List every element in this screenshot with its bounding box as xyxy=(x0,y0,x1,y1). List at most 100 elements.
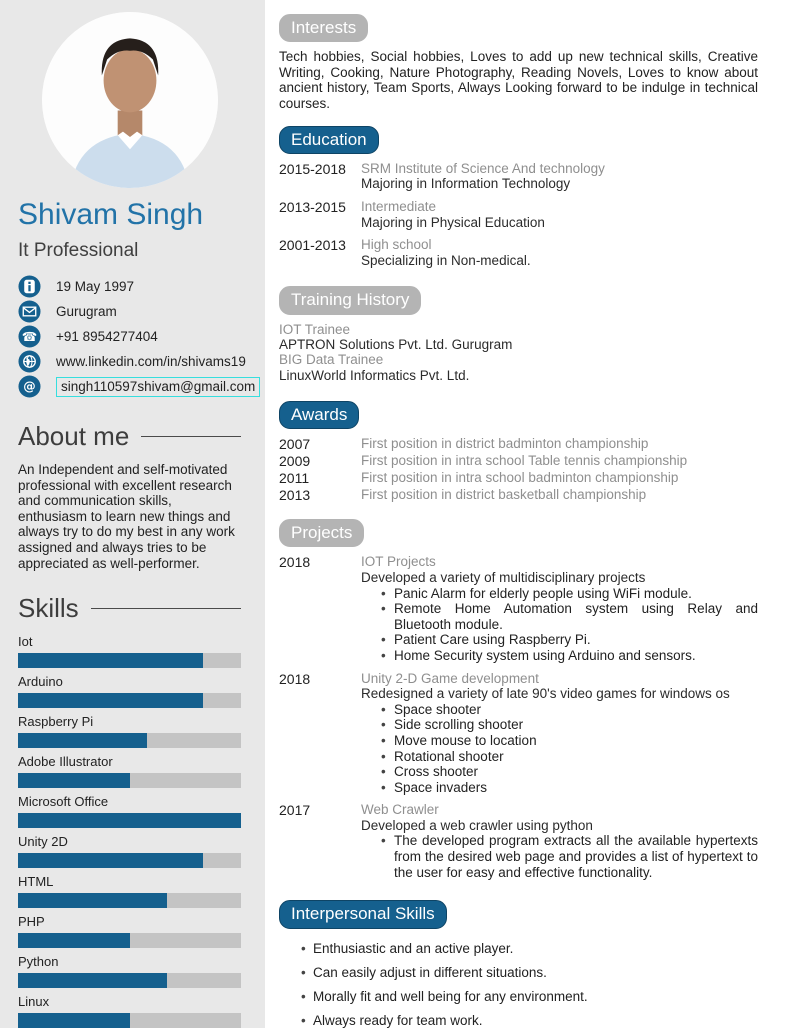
skill-item: Linux xyxy=(18,994,241,1028)
section-heading-pill: Education xyxy=(279,125,379,154)
skill-label: Adobe Illustrator xyxy=(18,754,113,770)
project-bullet: Panic Alarm for elderly people using WiF… xyxy=(381,586,758,602)
section: Education 2015-2018 SRM Institute of Scien… xyxy=(279,125,758,269)
project-detail: Web Crawler Developed a web crawler using… xyxy=(361,802,758,880)
project-bullet-list: The developed program extracts all the a… xyxy=(381,833,758,880)
education-title: High school xyxy=(361,237,432,253)
award-text: First position in intra school Table ten… xyxy=(361,453,688,469)
interests-text: Tech hobbies, Social hobbies, Loves to a… xyxy=(279,49,758,112)
contact-value: Gurugram xyxy=(56,304,117,319)
project-year: 2018 xyxy=(279,554,311,571)
skill-bar-fill xyxy=(18,933,130,949)
project-row: 2018 IOT Projects Developed a variety of m… xyxy=(279,554,758,663)
interpersonal-bullet: Enthusiastic and an active player. xyxy=(301,941,758,956)
skills-heading: Skills xyxy=(18,593,241,624)
profile-photo-silhouette xyxy=(41,12,218,188)
award-row: 2013 First position in district basketbal… xyxy=(279,487,758,503)
skill-item: HTML xyxy=(18,874,241,909)
globe-icon xyxy=(18,350,41,373)
about-heading: About me xyxy=(18,421,241,452)
skill-bar-fill xyxy=(18,733,148,749)
skills-list: Iot Arduino Raspberry Pi Adobe Illustrator M… xyxy=(18,634,241,1028)
project-row: 2017 Web Crawler Developed a web crawler u… xyxy=(279,802,758,880)
award-row: 2007 First position in district badminton… xyxy=(279,436,758,452)
skill-item: Adobe Illustrator xyxy=(18,754,241,789)
project-bullet-list: Space shooterSide scrolling shooterMove … xyxy=(381,702,758,796)
project-title: IOT Projects xyxy=(361,554,436,570)
award-text: First position in district badminton cha… xyxy=(361,436,649,452)
skill-bar-fill xyxy=(18,1013,130,1028)
award-year: 2007 xyxy=(279,436,311,453)
education-period: 2001-2013 xyxy=(279,237,346,254)
skill-label: Raspberry Pi xyxy=(18,714,94,730)
interests-body: Tech hobbies, Social hobbies, Loves to a… xyxy=(279,49,758,111)
projects-body: 2018 IOT Projects Developed a variety of m… xyxy=(279,554,758,880)
education-major: Specializing in Non-medical. xyxy=(361,252,531,268)
education-title: SRM Institute of Science And technology xyxy=(361,160,605,176)
about-text: An Independent and self-motivated profes… xyxy=(18,462,235,571)
skill-bar-track xyxy=(18,1013,241,1028)
contact-list: 19 May 1997 Gurugram ☎ +91 8954277404 www.… xyxy=(18,274,261,399)
training-line: BIG Data Trainee xyxy=(279,352,384,368)
project-bullet: Home Security system using Arduino and s… xyxy=(381,648,758,664)
contact-row: www.linkedin.com/in/shivams19 xyxy=(18,349,246,374)
education-major: Majoring in Information Technology xyxy=(361,176,571,192)
skill-bar-track xyxy=(18,973,241,989)
contact-value: +91 8954277404 xyxy=(56,329,158,344)
education-period: 2013-2015 xyxy=(279,199,346,216)
svg-text:@: @ xyxy=(23,379,35,394)
contact-link[interactable]: www.linkedin.com/in/shivams19 xyxy=(56,354,246,369)
skill-item: Arduino xyxy=(18,674,241,709)
contact-value: 19 May 1997 xyxy=(56,279,135,294)
education-major: Majoring in Physical Education xyxy=(361,214,545,230)
project-subtitle: Developed a web crawler using python xyxy=(361,817,593,833)
section-heading-pill: Training History xyxy=(279,286,422,315)
section: Interpersonal Skills Enthusiastic and an … xyxy=(279,900,758,1028)
awards-body: 2007 First position in district badminton… xyxy=(279,436,758,503)
skill-item: PHP xyxy=(18,914,241,949)
education-detail: Intermediate Majoring in Physical Educati… xyxy=(361,199,758,230)
skill-bar-track xyxy=(18,933,241,949)
project-bullet: Remote Home Automation system using Rela… xyxy=(381,601,758,632)
section: Awards 2007 First position in district bad… xyxy=(279,400,758,503)
skill-label: PHP xyxy=(18,914,45,930)
education-title: Intermediate xyxy=(361,199,437,215)
skill-bar-fill xyxy=(18,653,204,669)
training-line: IOT Trainee xyxy=(279,321,351,337)
skill-item: Unity 2D xyxy=(18,834,241,869)
award-row: 2011 First position in intra school badmi… xyxy=(279,470,758,486)
education-detail: High school Specializing in Non-medical. xyxy=(361,237,758,268)
profile-photo xyxy=(41,12,218,188)
section: Projects 2018 IOT Projects Developed a vari… xyxy=(279,519,758,880)
section: Interests Tech hobbies, Social hobbies, L… xyxy=(279,14,758,112)
skill-label: Unity 2D xyxy=(18,834,68,850)
skill-bar-track xyxy=(18,733,241,749)
skill-label: Iot xyxy=(18,634,33,650)
project-title: Unity 2-D Game development xyxy=(361,670,539,686)
skill-bar-fill xyxy=(18,813,241,829)
sidebar: Shivam Singh It Professional 19 May 1997… xyxy=(0,0,265,1028)
skill-bar-fill xyxy=(18,693,204,709)
training-body: IOT Trainee APTRON Solutions Pvt. Ltd. Gu… xyxy=(279,322,758,383)
info-icon xyxy=(18,275,41,298)
contact-row: 19 May 1997 xyxy=(18,274,241,299)
project-bullet: Side scrolling shooter xyxy=(381,717,758,733)
skill-bar-track xyxy=(18,893,241,909)
award-year: 2013 xyxy=(279,487,311,504)
skill-bar-track xyxy=(18,853,241,869)
project-year: 2017 xyxy=(279,802,311,819)
project-subtitle: Redesigned a variety of late 90's video … xyxy=(361,686,730,702)
project-bullet-list: Panic Alarm for elderly people using WiF… xyxy=(381,586,758,664)
skill-label: Linux xyxy=(18,994,50,1010)
email-link[interactable]: singh110597shivam@gmail.com xyxy=(56,376,261,397)
about-heading-label: About me xyxy=(18,421,130,451)
award-text: First position in intra school badminton… xyxy=(361,470,679,486)
interpersonal-bullet: Always ready for team work. xyxy=(301,1013,758,1028)
project-detail: IOT Projects Developed a variety of multi… xyxy=(361,554,758,663)
interpersonal-bullet: Can easily adjust in different situation… xyxy=(301,965,758,980)
section-heading-pill: Interpersonal Skills xyxy=(279,900,447,929)
interpersonal-bullet-list: Enthusiastic and an active player. Can ea… xyxy=(301,941,758,1028)
skill-bar-track xyxy=(18,813,241,829)
project-bullet: Space invaders xyxy=(381,780,758,796)
skill-bar-fill xyxy=(18,853,204,869)
